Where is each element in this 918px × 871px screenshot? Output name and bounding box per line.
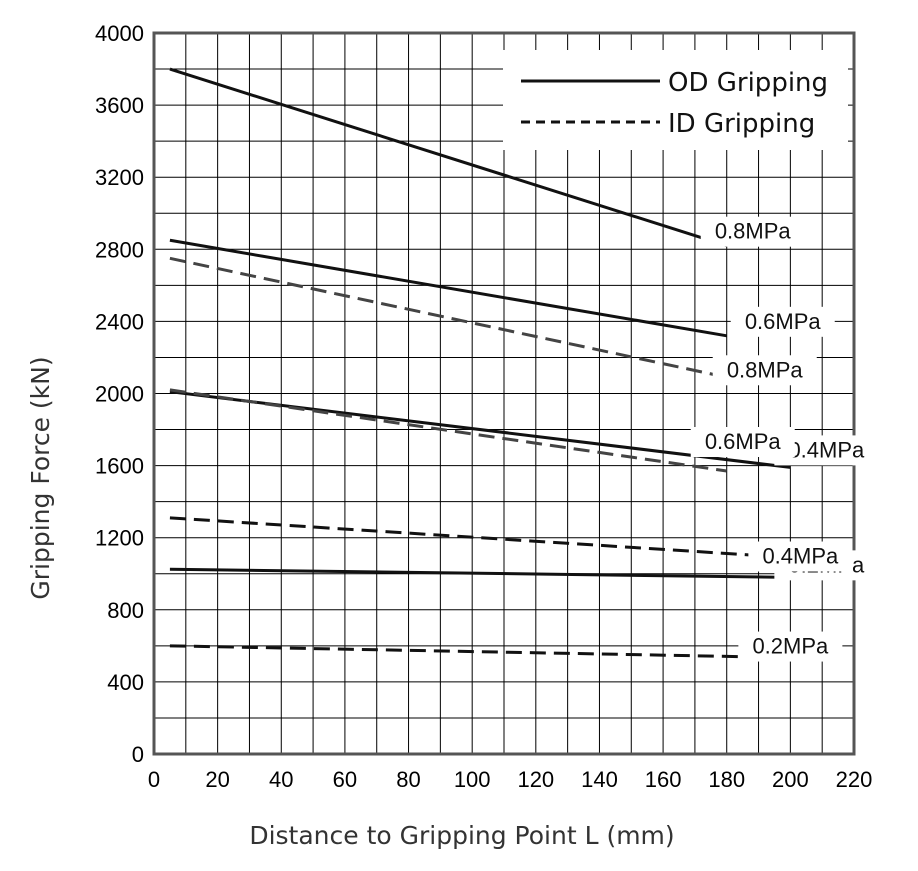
y-tick-label: 2000 [95,382,144,407]
y-tick-label: 2400 [95,309,144,334]
y-axis-title: Gripping Force (kN) [26,356,55,599]
series-label-background [712,355,817,386]
x-tick-label: 120 [517,767,554,792]
id-series-label: 0.6MPa [705,429,782,454]
id-series-label: 0.4MPa [762,544,839,569]
x-tick-label: 220 [836,767,873,792]
series-label-background [730,306,835,337]
x-tick-label: 180 [708,767,745,792]
id-series-label: 0.2MPa [752,634,829,659]
y-tick-labels: 0 400 800 1200 1600 2000 2400 2800 3200 3600 4000 [95,21,144,767]
y-tick-label: 1200 [95,526,144,551]
y-tick-label: 3200 [95,165,144,190]
series-label-background [700,216,805,247]
id-series-line [169,256,728,379]
y-tick-label: 4000 [95,21,144,46]
x-tick-label: 140 [581,767,618,792]
legend-label-id: ID Gripping [668,109,815,139]
x-tick-label: 0 [148,767,160,792]
x-tick-label: 20 [205,767,229,792]
id-series-line [169,516,791,560]
y-tick-label: 0 [132,742,144,767]
y-tick-label: 1600 [95,454,144,479]
od-series-label: 0.8MPa [715,219,792,244]
od-series-line [169,67,728,248]
series-lines [169,67,791,660]
x-tick-label: 80 [396,767,420,792]
x-tick-label: 40 [269,767,293,792]
legend-label-od: OD Gripping [668,68,828,98]
x-tick-label: 100 [454,767,491,792]
y-tick-label: 400 [107,670,144,695]
y-tick-label: 3600 [95,93,144,118]
id-series-line [169,388,727,473]
y-tick-label: 800 [107,598,144,623]
legend-background [503,50,848,150]
y-tick-label: 2800 [95,237,144,262]
od-series-label: 0.6MPa [745,309,822,334]
legend: OD Gripping ID Gripping [503,50,848,150]
x-tick-label: 160 [645,767,682,792]
x-tick-label: 200 [772,767,809,792]
od-series-line [169,567,791,579]
series-label-background [738,631,843,662]
od-series-line [169,238,727,338]
series-label-background [690,427,795,458]
x-tick-labels: 0 20 40 60 80 100 120 140 160 180 200 220 [148,767,872,792]
id-series-line [169,644,791,660]
x-axis-title: Distance to Gripping Point L (mm) [249,821,674,850]
x-tick-label: 60 [333,767,357,792]
od-series-label: 0.4MPa [788,437,865,462]
plot-frame [152,31,856,756]
series-label-background [748,541,853,572]
id-series-label: 0.8MPa [727,357,804,382]
series-labels: 0.8MPa0.6MPa0.4MPa0.2MPa0.8MPa0.6MPa0.4M… [690,216,879,662]
